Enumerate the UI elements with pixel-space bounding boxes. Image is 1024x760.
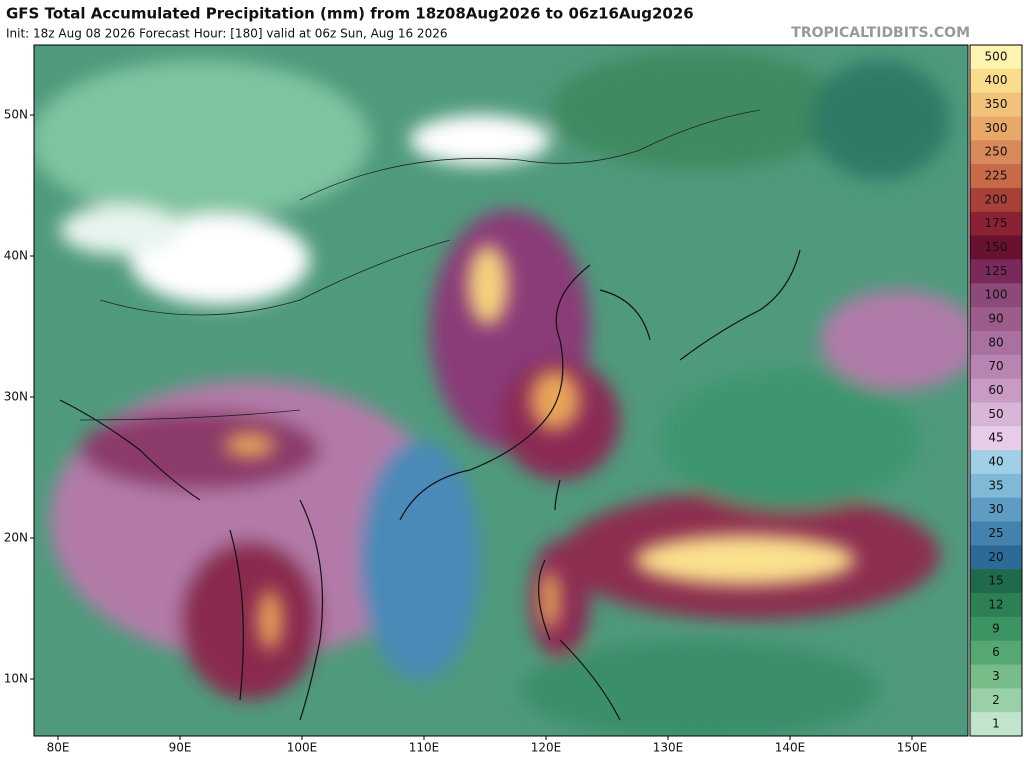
colorbar-swatch [970, 235, 1022, 260]
colorbar-label: 35 [988, 478, 1003, 492]
colorbar-swatch [970, 211, 1022, 237]
colorbar-swatch [970, 259, 1022, 284]
colorbar-swatch [970, 354, 1022, 380]
colorbar-label: 200 [985, 192, 1008, 206]
map [33, 44, 969, 737]
subtitle: Init: 18z Aug 08 2026 Forecast Hour: [18… [6, 27, 447, 41]
colorbar-swatch [970, 593, 1022, 618]
colorbar-label: 3 [992, 669, 1000, 683]
colorbar-label: 2 [992, 693, 1000, 707]
lon-label: 80E [47, 741, 70, 755]
colorbar-label: 25 [988, 526, 1003, 540]
lat-label: 10N [4, 672, 28, 686]
colorbar-label: 1 [992, 717, 1000, 731]
colorbar-swatch [970, 307, 1022, 332]
watermark: TROPICALTIDBITS.COM [791, 25, 970, 41]
lon-label: 90E [169, 741, 192, 755]
colorbar-swatch [970, 140, 1022, 165]
lon-label: 120E [531, 741, 562, 755]
colorbar-swatch [970, 616, 1022, 642]
colorbar-swatch [970, 688, 1022, 713]
colorbar-label: 30 [988, 502, 1003, 516]
lon-label: 100E [287, 741, 318, 755]
colorbar-label: 15 [988, 574, 1003, 588]
colorbar-swatch [970, 283, 1022, 308]
colorbar-swatch [970, 473, 1022, 499]
colorbar-swatch [970, 164, 1022, 189]
colorbar-swatch [970, 68, 1022, 94]
lat-label: 40N [4, 249, 28, 263]
colorbar-swatch [970, 426, 1022, 451]
colorbar-swatch [970, 664, 1022, 689]
colorbar-swatch [970, 712, 1022, 737]
colorbar-label: 500 [985, 49, 1008, 63]
colorbar-label: 6 [992, 645, 1000, 659]
lon-label: 110E [409, 741, 440, 755]
title: GFS Total Accumulated Precipitation (mm)… [6, 5, 694, 23]
colorbar-label: 400 [985, 73, 1008, 87]
colorbar-swatch [970, 187, 1022, 213]
colorbar-label: 60 [988, 383, 1003, 397]
colorbar-label: 40 [988, 454, 1003, 468]
colorbar-label: 125 [985, 264, 1008, 278]
colorbar-label: 9 [992, 621, 1000, 635]
lat-label: 50N [4, 108, 28, 122]
colorbar-label: 175 [985, 216, 1008, 230]
colorbar-label: 250 [985, 145, 1008, 159]
colorbar-swatch [970, 521, 1022, 546]
colorbar-label: 12 [988, 597, 1003, 611]
colorbar-label: 70 [988, 359, 1003, 373]
colorbar-swatch [970, 330, 1022, 356]
colorbar-label: 225 [985, 169, 1008, 183]
colorbar-label: 45 [988, 431, 1003, 445]
colorbar-swatch [970, 569, 1022, 594]
colorbar-label: 100 [985, 288, 1008, 302]
colorbar-swatch [970, 45, 1022, 70]
colorbar-swatch [970, 378, 1022, 403]
colorbar-label: 90 [988, 312, 1003, 326]
lat-label: 30N [4, 390, 28, 404]
lon-label: 130E [653, 741, 684, 755]
lat-label: 20N [4, 531, 28, 545]
colorbar-swatch [970, 92, 1022, 117]
colorbar-swatch [970, 116, 1022, 141]
colorbar-label: 80 [988, 335, 1003, 349]
colorbar-swatch [970, 497, 1022, 523]
colorbar-swatch [970, 450, 1022, 475]
colorbar-label: 350 [985, 97, 1008, 111]
colorbar-swatch [970, 545, 1022, 570]
colorbar-label: 300 [985, 121, 1008, 135]
colorbar-swatch [970, 402, 1022, 427]
colorbar-frame [969, 44, 1023, 737]
lon-label: 140E [775, 741, 806, 755]
colorbar-swatch [970, 640, 1022, 666]
colorbar-label: 50 [988, 407, 1003, 421]
colorbar-label: 20 [988, 550, 1003, 564]
lon-label: 150E [897, 741, 928, 755]
colorbar-label: 150 [985, 240, 1008, 254]
